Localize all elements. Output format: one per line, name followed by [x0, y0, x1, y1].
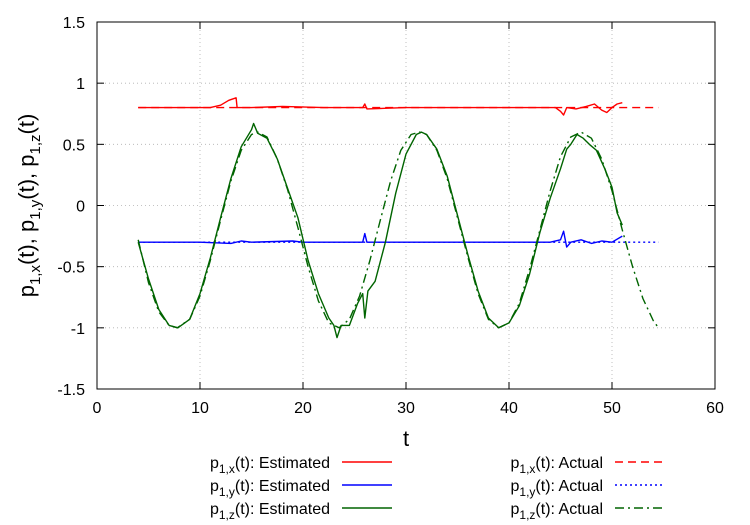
x-tick-label: 20 — [294, 400, 312, 417]
y-label-subscript: 1,x — [27, 265, 44, 286]
series-layer — [137, 97, 659, 339]
y-tick-label: 1.5 — [63, 15, 85, 32]
series-line-2 — [138, 230, 623, 248]
series-line-5 — [137, 131, 659, 329]
y-tick-label: -1.5 — [57, 382, 85, 399]
series-line-4 — [137, 122, 623, 339]
x-tick-label: 60 — [706, 400, 724, 417]
x-tick-label: 40 — [500, 400, 518, 417]
x-tick-label: 50 — [603, 400, 621, 417]
y-axis-label: p1,x(t), p1,y(t), p1,z(t) — [14, 114, 44, 298]
y-label-part: p — [14, 220, 39, 232]
legend-label: p1,x(t): Estimated — [210, 455, 330, 476]
x-tick-label: 0 — [93, 400, 102, 417]
y-tick-label: -0.5 — [57, 260, 85, 277]
y-label-subscript: 1,y — [27, 199, 44, 220]
legend-label: p1,y(t): Estimated — [210, 478, 330, 499]
series-line-0 — [138, 97, 623, 116]
y-tick-label: 1 — [76, 76, 85, 93]
y-label-part: p — [14, 155, 39, 167]
y-label-subscript: 1,z — [27, 134, 44, 154]
legend-label: p1,x(t): Actual — [511, 455, 604, 476]
legend-label: p1,y(t): Actual — [511, 478, 604, 499]
y-tick-label: -1 — [71, 321, 85, 338]
y-label-part: p — [14, 285, 39, 297]
legend-label: p1,z(t): Estimated — [210, 501, 330, 522]
legend-label: p1,z(t): Actual — [511, 501, 604, 522]
x-axis-label: t — [403, 426, 409, 451]
grid-lines — [97, 22, 715, 389]
y-tick-label: 0 — [76, 199, 85, 216]
y-label-part: (t) — [14, 114, 39, 135]
axis-ticks: 0 10 20 30 40 50 60 1.5 1 0.5 0 -0.5 -1 -1.5 — [57, 15, 724, 417]
y-tick-label: 0.5 — [63, 137, 85, 154]
y-label-part: (t), — [14, 232, 39, 265]
x-tick-label: 30 — [397, 400, 415, 417]
x-tick-label: 10 — [191, 400, 209, 417]
y-label-part: (t), — [14, 167, 39, 200]
